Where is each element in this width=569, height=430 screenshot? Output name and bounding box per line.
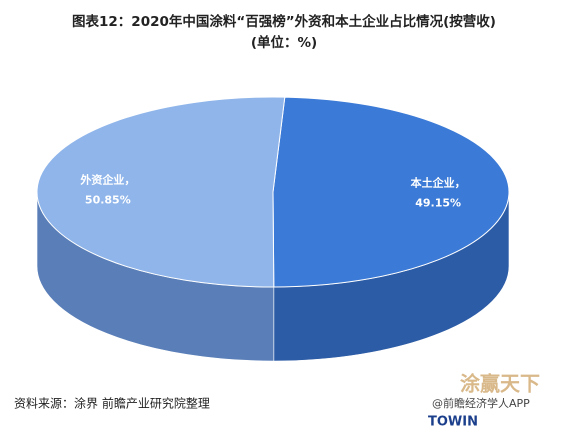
chart-subtitle: (单位：%): [251, 34, 317, 51]
pie: 本土企业， 49.15% 外资企业， 50.85%: [36, 96, 510, 362]
pie-slice: [36, 96, 286, 288]
slice-category-label: 外资企业，: [79, 172, 135, 186]
source-note: 资料来源：涂界 前瞻产业研究院整理: [14, 396, 210, 411]
watermark-logo: 涂赢天下: [460, 372, 540, 396]
watermark-account: @前瞻经济学人APP: [432, 396, 530, 410]
slice-category-label: 本土企业，: [411, 176, 466, 190]
slice-value-label: 50.85%: [85, 193, 131, 206]
pie-slice: [272, 96, 510, 288]
slice-value-label: 49.15%: [415, 197, 461, 210]
watermark-brand: TOWIN: [428, 415, 478, 430]
chart-title: 图表12：2020年中国涂料“百强榜”外资和本土企业占比情况(按营收): [72, 13, 496, 30]
